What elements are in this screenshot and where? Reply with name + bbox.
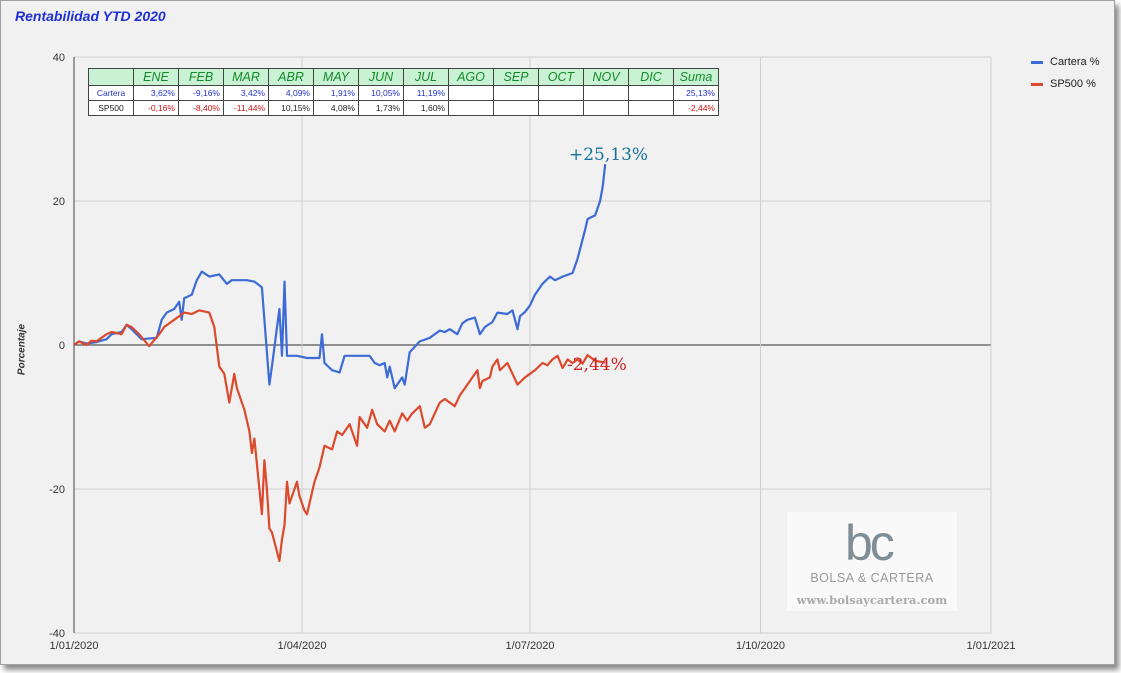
- y-tick-label: 40: [53, 52, 65, 64]
- series-layer: [73, 163, 607, 563]
- table-cell: 10,15%: [268, 100, 314, 116]
- table-row: Cartera 3,62% -9,16% 3,42% 4,09% 1,91% 10,05% 1…: [88, 85, 719, 101]
- table-header-cell: DIC: [628, 68, 674, 86]
- table-cell: [538, 85, 584, 101]
- table-cell: [583, 100, 629, 116]
- table-cell: 10,05%: [358, 85, 404, 101]
- table-header-cell: SEP: [493, 68, 539, 86]
- table-header-cell: JUN: [358, 68, 404, 86]
- table-cell: [493, 85, 539, 101]
- legend-label-cartera: Cartera %: [1050, 56, 1100, 68]
- table-cell: 1,60%: [403, 100, 449, 116]
- series-line-sp500: [73, 309, 606, 563]
- chart-title: Rentabilidad YTD 2020: [15, 8, 166, 24]
- table-cell: -11,44%: [223, 100, 269, 116]
- legend: Cartera % SP500 %: [1031, 51, 1100, 95]
- table-cell: [628, 100, 674, 116]
- legend-swatch-sp500: [1031, 82, 1043, 86]
- table-cell: 11,19%: [403, 85, 449, 101]
- table-cell: 1,73%: [358, 100, 404, 116]
- table-cell: 4,08%: [313, 100, 359, 116]
- table-header-row: ENE FEB MAR ABR MAY JUN JUL AGO SEP OCT NOV DIC Suma: [88, 68, 719, 86]
- table-cell: -0,16%: [133, 100, 179, 116]
- watermark-logo-mark: bc: [845, 515, 895, 571]
- y-axis-label: Porcentaje: [16, 323, 28, 376]
- table-row-label: Cartera: [88, 85, 134, 101]
- table-cell: 3,62%: [133, 85, 179, 101]
- table-header-cell: MAR: [223, 68, 269, 86]
- table-cell: [538, 100, 584, 116]
- annotation-cartera: +25,13%: [569, 145, 649, 165]
- table-header-cell: OCT: [538, 68, 584, 86]
- y-tick-label: -20: [49, 484, 65, 496]
- table-cell: -9,16%: [178, 85, 224, 101]
- table-body: Cartera 3,62% -9,16% 3,42% 4,09% 1,91% 10,05% 1…: [88, 85, 719, 116]
- table-header-cell: Suma: [673, 68, 719, 86]
- x-tick-label: 1/04/2020: [278, 640, 327, 652]
- x-tick-label: 1/10/2020: [736, 640, 785, 652]
- y-tick-label: 20: [53, 196, 65, 208]
- x-tick-label: 1/01/2021: [967, 640, 1016, 652]
- legend-item-cartera[interactable]: Cartera %: [1031, 51, 1100, 73]
- table-cell: -2,44%: [673, 100, 719, 116]
- series-line-cartera: [73, 163, 607, 390]
- y-tick-label: 0: [59, 340, 65, 352]
- table-cell: 25,13%: [673, 85, 719, 101]
- x-tick-label: 1/07/2020: [506, 640, 555, 652]
- monthly-returns-table: ENE FEB MAR ABR MAY JUN JUL AGO SEP OCT NOV DIC Suma…: [88, 68, 719, 116]
- table-cell: [628, 85, 674, 101]
- table-cell: [448, 85, 494, 101]
- legend-label-sp500: SP500 %: [1050, 78, 1096, 90]
- table-header-cell: NOV: [583, 68, 629, 86]
- table-cell: 4,09%: [268, 85, 314, 101]
- annotation-sp500: -2,44%: [567, 355, 627, 375]
- legend-swatch-cartera: [1031, 60, 1043, 64]
- table-header-cell: ABR: [268, 68, 314, 86]
- table-header-cell: JUL: [403, 68, 449, 86]
- table-cell: 1,91%: [313, 85, 359, 101]
- y-tick-label: -40: [49, 628, 65, 640]
- table-header-cell: MAY: [313, 68, 359, 86]
- table-header-cell: FEB: [178, 68, 224, 86]
- watermark-name: BOLSA & CARTERA: [810, 571, 934, 585]
- x-tick-label: 1/01/2020: [50, 640, 99, 652]
- table-cell: [493, 100, 539, 116]
- table-header-cell: ENE: [133, 68, 179, 86]
- legend-item-sp500[interactable]: SP500 %: [1031, 73, 1100, 95]
- table-row: SP500 -0,16% -8,40% -11,44% 10,15% 4,08% 1,73%…: [88, 100, 719, 116]
- watermark-logo: bc BOLSA & CARTERA www.bolsaycartera.com: [787, 512, 957, 611]
- table-cell: 3,42%: [223, 85, 269, 101]
- grid-layer: [73, 56, 992, 634]
- table-header-cell: AGO: [448, 68, 494, 86]
- watermark-url: www.bolsaycartera.com: [796, 593, 948, 607]
- table-corner-cell: [88, 68, 134, 86]
- chart-svg: 40 20 0 -20 -401/01/2020 1/04/2020 1/07/2020 1/…: [49, 52, 1016, 652]
- table-cell: [583, 85, 629, 101]
- table-cell: [448, 100, 494, 116]
- table-cell: -8,40%: [178, 100, 224, 116]
- table-row-label: SP500: [88, 100, 134, 116]
